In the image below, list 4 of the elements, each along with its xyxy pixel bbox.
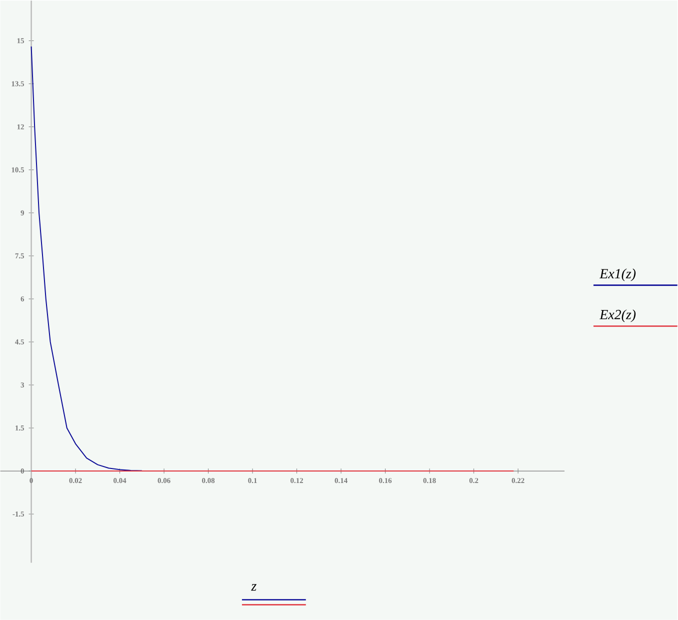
text: Ex2(z) — [600, 310, 636, 322]
text: Ex1(z) — [600, 268, 636, 282]
line-series — [30, 46, 142, 472]
x-axis-title: z — [251, 584, 256, 591]
